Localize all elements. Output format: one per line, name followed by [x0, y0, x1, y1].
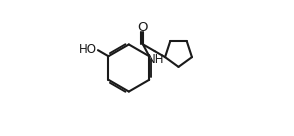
- Text: HO: HO: [79, 43, 97, 56]
- Text: NH: NH: [146, 53, 164, 67]
- Text: O: O: [138, 21, 148, 34]
